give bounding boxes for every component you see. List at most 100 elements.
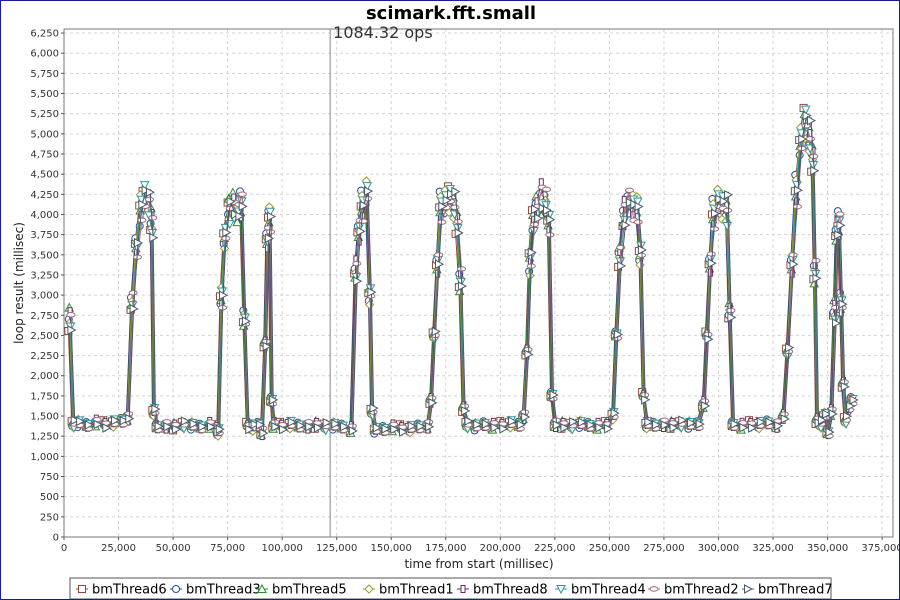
bmthread7-point	[180, 416, 190, 426]
bmthread7-point	[630, 199, 640, 210]
x-tick-label: 150,000	[371, 543, 412, 554]
y-tick-label: 3,500	[30, 250, 59, 261]
legend-item-bmthread4: bmThread4	[555, 583, 646, 598]
bmthread7-point	[93, 419, 103, 430]
bmthread7-point	[715, 194, 725, 205]
bmthread7-point	[76, 416, 86, 427]
bmthread7-point	[222, 227, 232, 238]
bmthread7-point	[481, 419, 491, 429]
bmthread2-point	[806, 136, 816, 142]
bmthread7-point	[215, 424, 225, 435]
bmthread7-point	[817, 415, 827, 426]
bmthread7-point	[546, 214, 556, 225]
y-tick-label: 6,250	[30, 29, 59, 40]
y-tick-label: 5,750	[30, 69, 59, 80]
bmthread2-point	[706, 251, 716, 257]
bmthread7-point	[451, 186, 461, 197]
bmthread7-point	[279, 424, 289, 435]
bmthread7-point	[435, 259, 445, 270]
bmthread7-point	[613, 329, 623, 340]
x-tick-label: 100,000	[261, 543, 302, 554]
bmthread7-point	[163, 421, 173, 432]
x-tick-label: 25,000	[101, 543, 136, 554]
bmthread7-point	[425, 421, 435, 432]
x-tick-label: 125,000	[316, 543, 357, 554]
bmthread7-point	[802, 110, 812, 121]
legend-label-bmthread5: bmThread5	[272, 583, 347, 598]
grid	[63, 29, 893, 538]
bmthread2-point	[266, 229, 276, 235]
bmthread7-point	[604, 423, 614, 434]
bmthread7-point	[727, 312, 737, 323]
legend-label-bmthread1: bmThread1	[379, 583, 454, 598]
legend-bmthread1-point	[364, 584, 374, 594]
y-tick-label: 1,500	[30, 412, 59, 423]
legend: bmThread6 bmThread3 bmThread5 bmThread1 bmTh…	[69, 577, 833, 599]
bmthread7-point	[806, 115, 817, 126]
bmthread7-point	[785, 342, 795, 353]
bmthread7-point	[552, 420, 562, 430]
bmthread7-point	[149, 232, 159, 243]
bmthread2-point	[237, 191, 247, 197]
chart-title: scimark.fft.small	[366, 3, 536, 24]
bmthread7-point	[428, 397, 438, 408]
legend-item-bmthread6: bmThread6	[76, 583, 167, 598]
bmthread4-point	[139, 181, 150, 191]
bmthread4-point	[362, 182, 373, 192]
bmthread7-point	[264, 233, 274, 244]
bmthread7-point	[490, 422, 500, 433]
bmthread7-point	[102, 423, 112, 433]
legend-item-bmthread5: bmThread5	[256, 583, 347, 598]
bmthread2-point	[450, 204, 460, 211]
y-tick-label: 2,250	[30, 351, 59, 362]
bmthread4-point	[265, 207, 275, 217]
bmthread2-point	[66, 312, 76, 318]
bmthread7-point	[832, 318, 842, 329]
bmthread7-point	[569, 417, 579, 427]
series-layer	[64, 103, 859, 441]
bmthread7-point	[586, 420, 596, 430]
bmthread7-point	[710, 208, 721, 219]
bmthread7-point	[119, 415, 129, 426]
bmthread2-point	[434, 252, 444, 258]
bmthread7-point	[464, 416, 474, 426]
bmthread2-point	[137, 217, 147, 223]
bmthread7-point	[367, 287, 377, 298]
y-tick-label: 4,500	[30, 170, 59, 181]
bmthread7-point	[322, 417, 332, 428]
bmthread7-point	[774, 421, 784, 431]
bmthread7-point	[340, 421, 350, 432]
bmthread7-point	[644, 417, 654, 427]
bmthread7-point	[431, 326, 441, 337]
bmthread7-point	[235, 211, 245, 222]
bmthread7-point	[145, 187, 156, 198]
y-tick-label: 2,500	[30, 331, 59, 342]
x-axis-label: time from start (millisec)	[404, 557, 553, 571]
bmthread2-point	[128, 290, 138, 296]
bmthread7-point	[369, 403, 379, 413]
legend-label-bmthread8: bmThread8	[473, 583, 548, 598]
bmthread7-point	[707, 258, 717, 269]
bmthread7-point	[625, 197, 635, 208]
y-tick-label: 2,750	[30, 311, 59, 322]
y-tick-label: 1,750	[30, 391, 59, 402]
bmthread7-point	[524, 349, 534, 360]
y-tick-label: 4,250	[30, 190, 59, 201]
y-tick-label: 0	[53, 533, 59, 544]
bmthread7-point	[219, 290, 229, 301]
bmthread7-point	[416, 421, 426, 432]
x-tick-label: 75,000	[210, 543, 245, 554]
bmthread2-point	[358, 218, 368, 224]
bmthread7-point	[508, 416, 518, 427]
bmthread7-point	[269, 395, 279, 405]
y-tick-label: 1,000	[30, 452, 59, 463]
bmthread7-point	[438, 201, 448, 212]
bmthread7-point	[473, 419, 483, 430]
bmthread7-point	[364, 186, 374, 196]
bmthread7-point	[207, 422, 217, 432]
bmthread7-point	[231, 209, 241, 220]
bmthread4-point	[632, 197, 643, 207]
x-tick-label: 0	[61, 543, 67, 554]
y-tick-label: 3,000	[30, 291, 59, 302]
